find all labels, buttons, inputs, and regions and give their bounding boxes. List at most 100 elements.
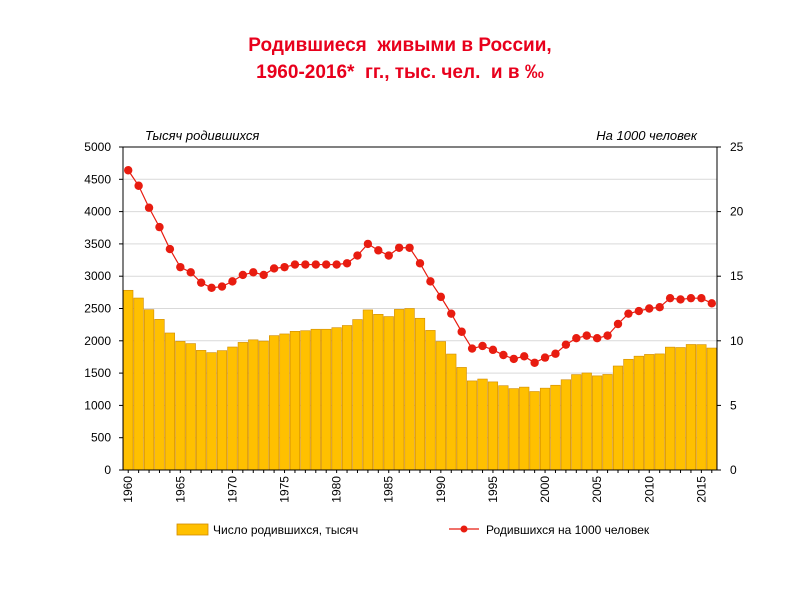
- bar-2015: [696, 344, 707, 471]
- rate-point-2012: [665, 293, 675, 303]
- rate-point-1983: [363, 239, 373, 249]
- rate-point-1988: [415, 259, 425, 268]
- rate-point-1994: [478, 341, 487, 351]
- right-axis-title: На 1000 человек: [596, 128, 698, 143]
- rate-point-2009: [634, 306, 644, 316]
- bar-1994: [477, 378, 488, 471]
- right-axis-ticks: 0 5 10 15 20 25: [717, 140, 744, 477]
- left-tick-label: 4500: [84, 172, 111, 186]
- right-tick-label: 15: [730, 269, 744, 283]
- bar-1977: [300, 330, 311, 471]
- rate-point-1997: [509, 354, 518, 364]
- rate-point-1968: [207, 283, 216, 293]
- rate-point-2004: [582, 331, 591, 340]
- rate-point-1990: [436, 292, 446, 302]
- right-tick-label: 10: [730, 334, 744, 348]
- rate-point-1960: [124, 166, 133, 175]
- bar-1969: [216, 350, 228, 471]
- rate-point-2014: [686, 293, 696, 303]
- bar-2014: [685, 344, 697, 471]
- rate-point-1989: [426, 277, 435, 286]
- rate-point-1963: [155, 222, 164, 232]
- bar-1986: [394, 309, 405, 471]
- bar-1972: [248, 339, 259, 471]
- bar-1965: [175, 341, 186, 471]
- bar-1987: [404, 308, 415, 471]
- bar-series: [123, 289, 717, 471]
- bar-1980: [331, 327, 342, 471]
- bar-1970: [227, 346, 238, 471]
- left-axis-ticks: 0 500 1000 1500 2000 2500 3000 3500 4000 4500 5000: [84, 140, 123, 477]
- bar-1967: [196, 350, 207, 471]
- rate-point-1971: [238, 270, 248, 280]
- bar-1996: [498, 385, 509, 471]
- rate-point-1969: [217, 282, 227, 291]
- bar-1988: [414, 317, 426, 471]
- rate-point-1987: [405, 243, 414, 252]
- rate-point-2007: [613, 319, 623, 329]
- rate-point-1985: [384, 251, 393, 260]
- rate-point-1966: [186, 268, 195, 277]
- legend: Число родившихся, тысяч Родившихся на 10…: [176, 523, 650, 537]
- bar-2011: [654, 353, 665, 471]
- right-tick-label: 0: [730, 463, 737, 477]
- bar-1975: [279, 333, 290, 471]
- bar-1998: [519, 386, 530, 471]
- bar-1981: [341, 325, 353, 471]
- rate-point-1999: [530, 358, 539, 367]
- bar-1997: [508, 388, 519, 471]
- rate-point-1991: [447, 309, 456, 318]
- left-tick-label: 0: [104, 463, 111, 477]
- rate-markers: [124, 166, 716, 367]
- x-tick-label: 1960: [121, 476, 135, 503]
- rate-point-1977: [301, 260, 310, 269]
- bar-2013: [675, 347, 686, 471]
- bar-2007: [612, 365, 624, 471]
- bar-2003: [571, 374, 582, 471]
- bar-1985: [383, 316, 394, 471]
- rate-point-1973: [259, 270, 268, 280]
- left-tick-label: 4000: [84, 205, 111, 219]
- right-tick-label: 25: [730, 140, 744, 154]
- rate-point-1972: [249, 268, 258, 277]
- x-tick-label: 2015: [694, 476, 708, 503]
- left-tick-label: 5000: [84, 140, 111, 154]
- rate-point-1981: [342, 259, 352, 268]
- left-tick-label: 1000: [84, 398, 111, 412]
- chart-title-line-1: Родившиеся живыми в России,: [248, 35, 552, 56]
- x-tick-label: 1980: [330, 476, 344, 503]
- bar-1966: [185, 343, 196, 471]
- rate-point-1986: [394, 243, 404, 252]
- bar-1993: [467, 380, 478, 471]
- x-tick-label: 2000: [538, 476, 552, 503]
- bar-1990: [435, 341, 446, 471]
- bar-2012: [665, 346, 676, 471]
- bar-1974: [269, 335, 280, 471]
- x-axis-ticks: 1960 1965 1970 1975 1980 1985 1990 1995 2000 2005…: [121, 470, 713, 503]
- bar-1960: [123, 289, 134, 471]
- bar-1991: [446, 353, 457, 471]
- legend-line-label: Родившихся на 1000 человек: [486, 523, 650, 537]
- rate-point-1982: [353, 251, 362, 260]
- x-tick-label: 1970: [225, 476, 239, 503]
- bar-2009: [633, 355, 644, 471]
- rate-point-1961: [134, 181, 143, 190]
- rate-point-2015: [697, 293, 706, 303]
- bar-1979: [321, 328, 332, 471]
- x-tick-label: 1985: [382, 476, 396, 503]
- rate-point-1975: [280, 262, 289, 272]
- rate-point-1984: [374, 246, 383, 255]
- bar-2002: [560, 379, 571, 471]
- rate-point-2013: [676, 295, 685, 304]
- rate-point-2008: [624, 309, 633, 318]
- bar-1992: [456, 367, 467, 471]
- bar-1983: [362, 309, 373, 471]
- left-tick-label: 1500: [84, 366, 111, 380]
- bar-2004: [581, 372, 592, 471]
- x-tick-label: 1975: [278, 476, 292, 503]
- bar-1978: [310, 328, 321, 471]
- right-tick-label: 5: [730, 398, 737, 412]
- right-tick-label: 20: [730, 205, 744, 219]
- bar-1995: [487, 381, 499, 471]
- rate-point-2003: [572, 334, 581, 343]
